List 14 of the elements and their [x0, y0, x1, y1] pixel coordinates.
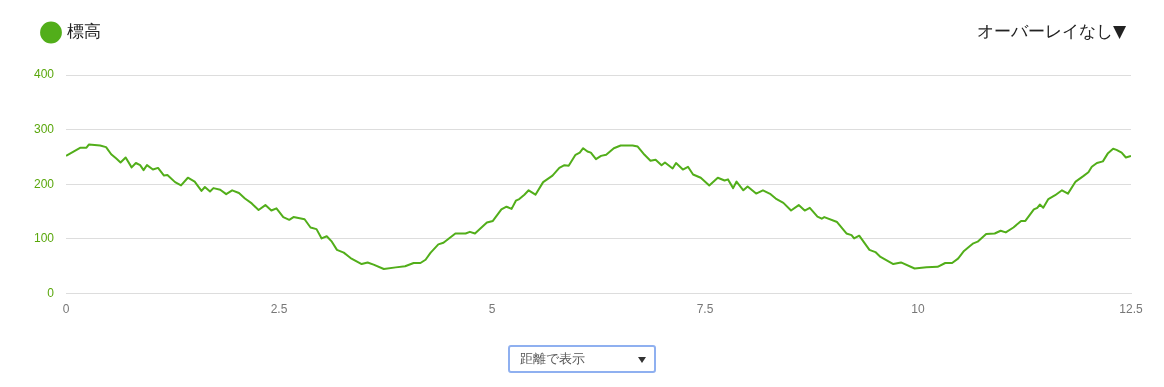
- text: オーバーレイなし▼: [976, 20, 1126, 43]
- y-tick-label: 200: [33, 176, 55, 191]
- x-tick-label: 2.5: [270, 302, 288, 317]
- x-tick-label: 0: [62, 302, 70, 317]
- y-tick-label: 300: [33, 121, 55, 136]
- y-tick-label: 400: [33, 67, 55, 82]
- x-tick-label: 5: [488, 302, 496, 317]
- y-tick-label: 0: [47, 285, 55, 300]
- text: 距離で表示: [520, 351, 585, 366]
- x-tick-label: 7.5: [696, 302, 714, 317]
- x-tick-label: 10: [911, 302, 925, 317]
- x-tick-label: 12.5: [1119, 302, 1143, 317]
- y-tick-label: 100: [33, 231, 55, 246]
- legend-label: 標高: [66, 20, 101, 41]
